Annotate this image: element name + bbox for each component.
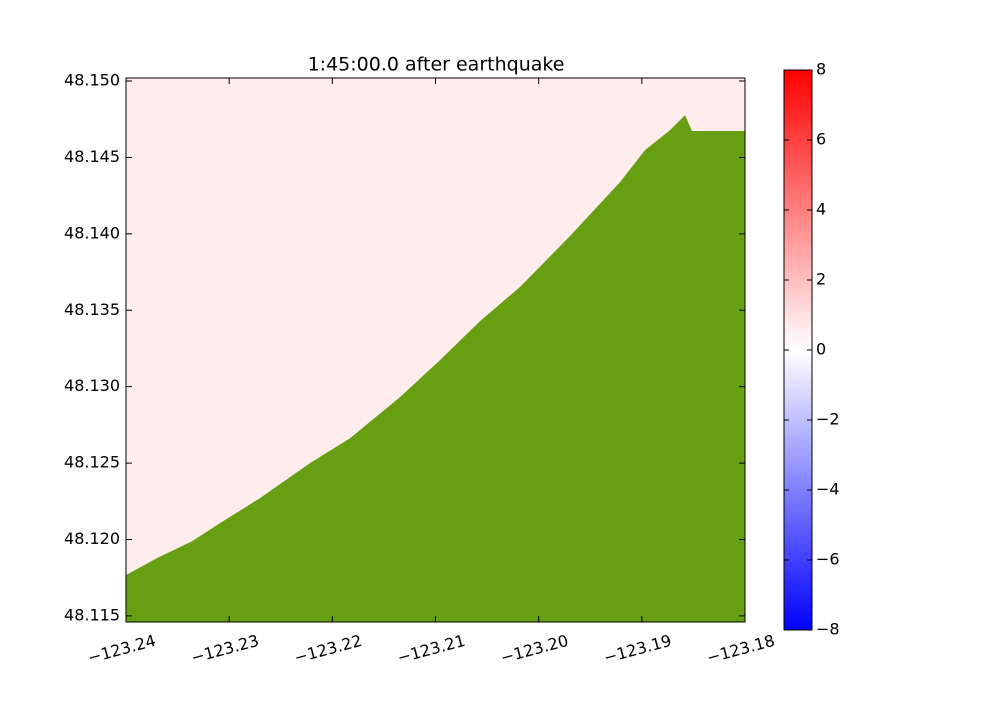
colorbar-tick-label: −8 xyxy=(816,620,840,639)
x-tick-label: −123.23 xyxy=(189,631,261,667)
chart-title: 1:45:00.0 after earthquake xyxy=(308,54,565,76)
x-tick-label: −123.19 xyxy=(602,631,674,667)
colorbar-tick-label: 8 xyxy=(816,60,826,79)
x-tick-label: −123.20 xyxy=(498,631,570,667)
y-tick-label: 48.150 xyxy=(64,71,120,90)
colorbar-tick-label: −4 xyxy=(816,480,840,499)
y-tick-label: 48.130 xyxy=(64,376,120,395)
y-tick-label: 48.145 xyxy=(64,147,120,166)
colorbar-tick-label: −6 xyxy=(816,550,840,569)
colorbar-tick-label: 0 xyxy=(816,340,826,359)
x-tick-label: −123.22 xyxy=(292,631,364,667)
x-tick-label: −123.18 xyxy=(705,631,777,667)
y-tick-label: 48.140 xyxy=(64,223,120,242)
y-tick-label: 48.125 xyxy=(64,453,120,472)
colorbar-tick-label: −2 xyxy=(816,410,840,429)
x-tick-label: −123.24 xyxy=(86,631,158,667)
colorbar-tick-label: 4 xyxy=(816,200,826,219)
plot-area xyxy=(126,78,745,622)
colorbar-tick-label: 2 xyxy=(816,270,826,289)
x-tick-label: −123.21 xyxy=(395,631,467,667)
y-tick-label: 48.135 xyxy=(64,300,120,319)
land xyxy=(126,115,745,622)
y-tick-label: 48.115 xyxy=(64,605,120,624)
colorbar-tick-label: 6 xyxy=(816,130,826,149)
y-tick-label: 48.120 xyxy=(64,529,120,548)
